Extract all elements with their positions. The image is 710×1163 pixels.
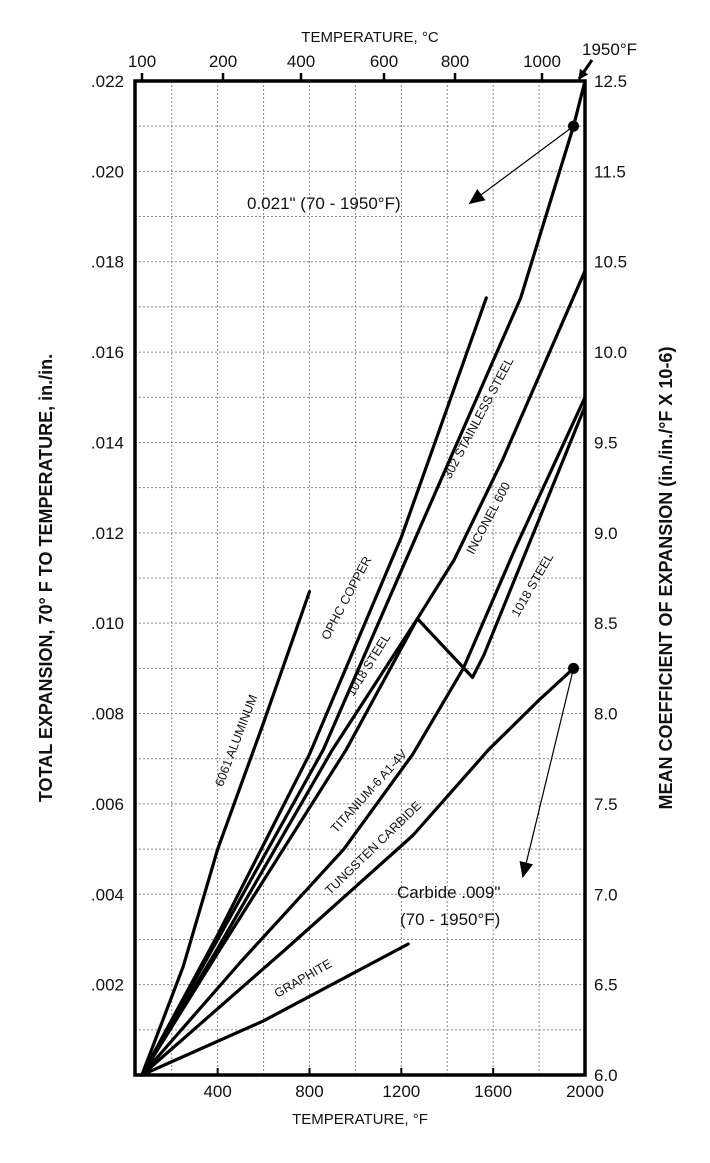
y2-tick-label: 10.0 bbox=[594, 343, 627, 362]
y-tick-label: .016 bbox=[91, 343, 124, 362]
y2-tick-label: 9.0 bbox=[594, 524, 618, 543]
annotations: 0.021" (70 - 1950°F) Carbide .009" (70 - 1… bbox=[247, 40, 637, 929]
grid-lines bbox=[135, 81, 585, 1075]
bottom-axis-title: TEMPERATURE, °F bbox=[292, 1111, 428, 1128]
y2-tick-label: 6.5 bbox=[594, 976, 618, 995]
x-tick-label: 400 bbox=[203, 1082, 231, 1101]
series-line-titanium-6-a1-4v bbox=[140, 395, 587, 1077]
y2-tick-label: 11.5 bbox=[594, 162, 626, 181]
annotation-label-302: 0.021" (70 - 1950°F) bbox=[247, 194, 401, 213]
series-label: GRAPHITE bbox=[272, 956, 334, 1000]
y2-tick-label: 9.5 bbox=[594, 433, 618, 452]
curves bbox=[140, 79, 587, 1077]
x-tick-label: 800 bbox=[295, 1082, 323, 1101]
x2-tick-label: 400 bbox=[287, 52, 315, 71]
series-line-graphite bbox=[140, 942, 410, 1077]
y2-tick-label: 8.5 bbox=[594, 614, 618, 633]
y-tick-label: .012 bbox=[91, 524, 124, 543]
x2-tick-label: 800 bbox=[441, 52, 469, 71]
series-line-inconel-600 bbox=[140, 269, 587, 1077]
series-label: 302 STAINLESS STEEL bbox=[441, 355, 517, 481]
x2-tick-label: 600 bbox=[370, 52, 398, 71]
y2-tick-label: 10.5 bbox=[594, 253, 627, 272]
top-axis-title: TEMPERATURE, °C bbox=[301, 29, 439, 46]
annotation-label-1950f: 1950°F bbox=[582, 40, 637, 59]
right-axis-title: MEAN COEFFICIENT OF EXPANSION (in./in./°… bbox=[656, 347, 676, 810]
y-tick-label: .014 bbox=[91, 433, 124, 452]
series-line-1018-steel bbox=[140, 404, 587, 1077]
x-tick-label: 1600 bbox=[474, 1082, 512, 1101]
y2-tick-label: 7.0 bbox=[594, 885, 618, 904]
left-axis-title: TOTAL EXPANSION, 70° F TO TEMPERATURE, i… bbox=[36, 354, 56, 802]
x-tick-label: 2000 bbox=[566, 1082, 604, 1101]
series-line-tungsten-carbide bbox=[140, 666, 576, 1077]
series-label: 6061 ALUMINUM bbox=[212, 693, 260, 789]
y-tick-label: .006 bbox=[91, 795, 124, 814]
series-label-1018-steel-upper: 1018 STEEL bbox=[509, 551, 557, 619]
annotation-label-carbide-1: Carbide .009" bbox=[397, 883, 500, 902]
y-tick-label: .022 bbox=[91, 72, 124, 91]
annotation-label-carbide-2: (70 - 1950°F) bbox=[400, 910, 500, 929]
annotation-arrow-carbide bbox=[519, 668, 575, 879]
y-tick-label: .002 bbox=[91, 976, 124, 995]
annotation-arrow-1950f bbox=[577, 59, 594, 80]
x-tick-label: 1200 bbox=[382, 1082, 420, 1101]
y2-tick-label: 8.0 bbox=[594, 705, 618, 724]
annotation-arrow-302 bbox=[468, 125, 574, 205]
y-tick-label: .020 bbox=[91, 162, 124, 181]
y-tick-label: .010 bbox=[91, 614, 124, 633]
axis-ticks: 400 800 1200 1600 2000 100 200 400 600 800 1000 .00… bbox=[91, 52, 627, 1101]
y-tick-label: .018 bbox=[91, 253, 124, 272]
series-line-ophc-copper bbox=[140, 296, 488, 1077]
x2-tick-label: 1000 bbox=[523, 52, 561, 71]
series-label: OPHC COPPER bbox=[319, 554, 375, 642]
x2-tick-label: 200 bbox=[209, 52, 237, 71]
x2-tick-label: 100 bbox=[128, 52, 156, 71]
y2-tick-label: 12.5 bbox=[594, 72, 627, 91]
y2-tick-label: 7.5 bbox=[594, 795, 618, 814]
y-tick-label: .004 bbox=[91, 885, 124, 904]
series-line-6061-aluminum bbox=[140, 589, 312, 1077]
plot-frame bbox=[133, 79, 587, 1077]
y-tick-label: .008 bbox=[91, 705, 124, 724]
y2-tick-label: 6.0 bbox=[594, 1066, 618, 1085]
